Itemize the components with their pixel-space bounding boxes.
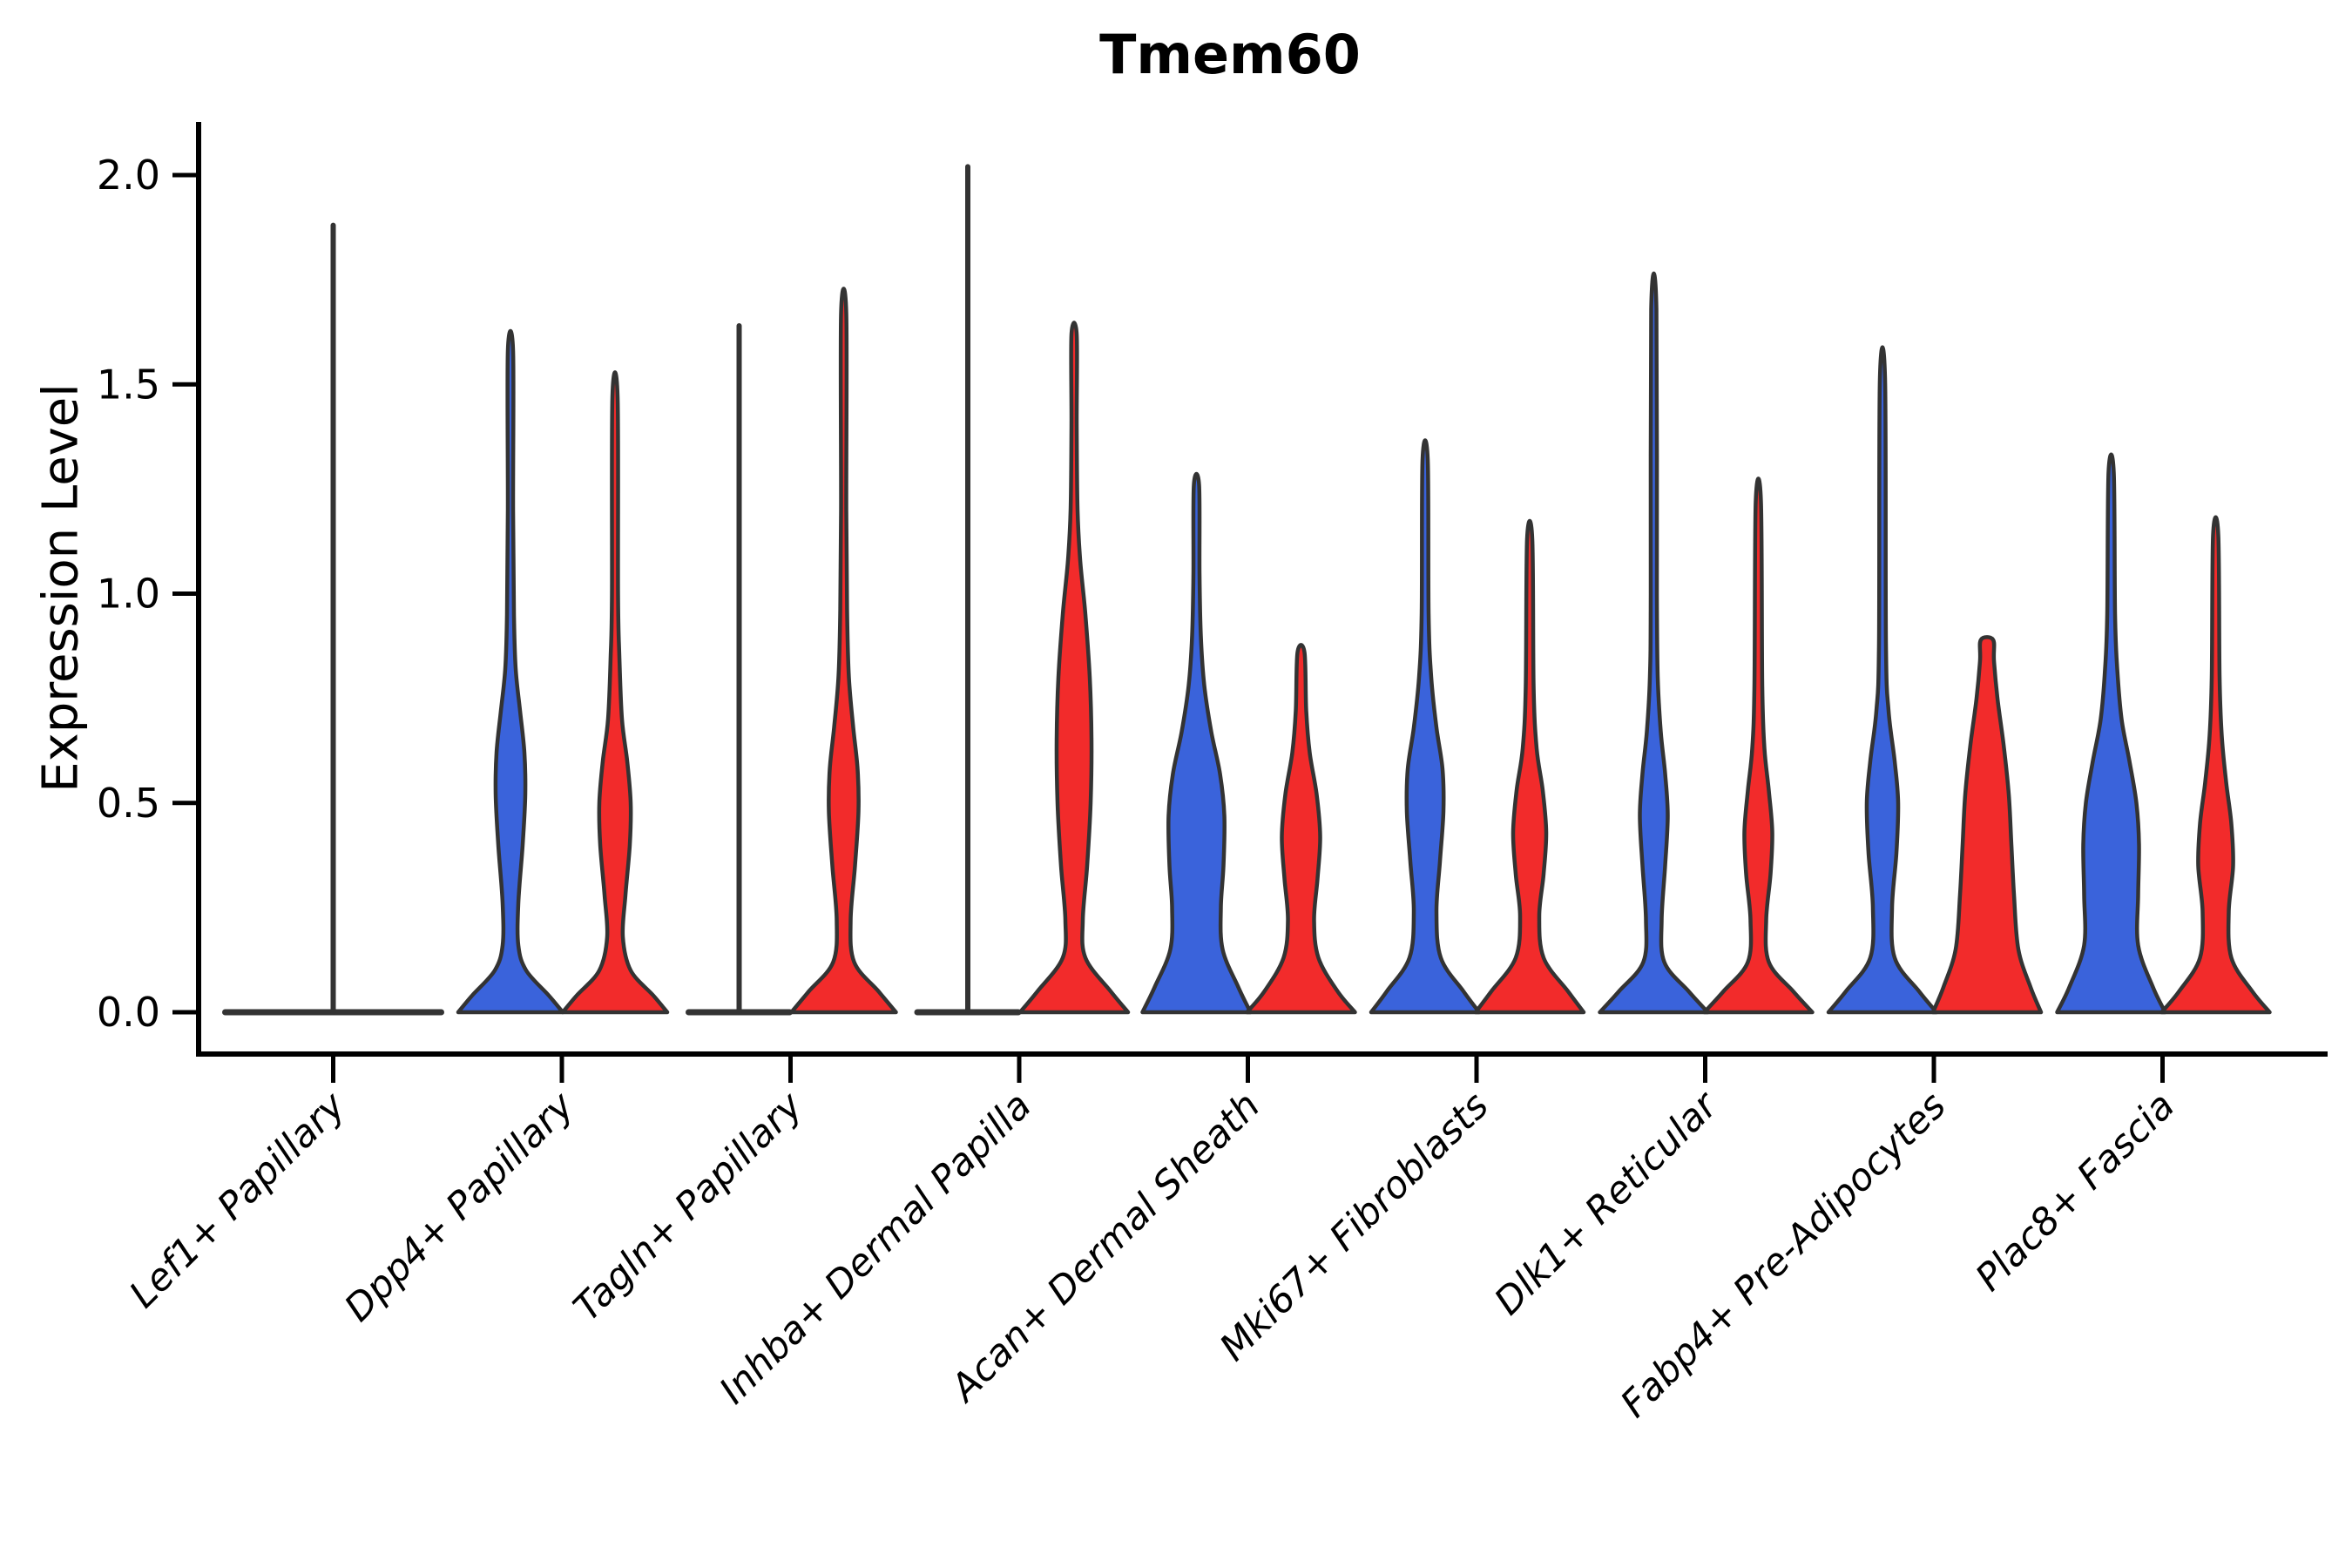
violin-group <box>1140 471 1357 1015</box>
violin-group <box>222 222 444 1016</box>
violin-red <box>1017 321 1131 1015</box>
violin-group <box>1369 438 1586 1015</box>
violin-group <box>914 164 1131 1016</box>
x-tick-label: Plac8+ Fascia <box>1968 1084 2184 1300</box>
violin-group <box>686 287 898 1016</box>
violin-group <box>456 329 670 1015</box>
violin-red <box>789 287 898 1015</box>
violin-group <box>1598 272 1815 1015</box>
y-tick-label: 2.0 <box>97 152 160 199</box>
violin-group <box>1826 345 2044 1015</box>
x-tick-label: Dpp4+ Papillary <box>336 1084 583 1330</box>
y-tick-label: 0.5 <box>97 780 160 827</box>
violin-blue <box>456 329 565 1015</box>
y-tick-label: 1.5 <box>97 361 160 408</box>
violin-blue <box>2055 452 2167 1015</box>
y-tick-label: 0.0 <box>97 989 160 1036</box>
violin-red <box>1930 635 2044 1015</box>
violin-red <box>1473 518 1586 1015</box>
chart-title: Tmem60 <box>1099 23 1361 86</box>
violin-red <box>1245 643 1357 1015</box>
violin-blue <box>1140 471 1253 1015</box>
violin-blue <box>1598 272 1710 1015</box>
violin-group <box>2055 452 2272 1015</box>
violin-red <box>2159 515 2272 1015</box>
x-tick-label: Lef1+ Papillary <box>121 1084 354 1316</box>
x-tick-label: Dlk1+ Reticular <box>1486 1083 1727 1324</box>
violin-blue <box>1826 345 1939 1015</box>
y-tick-label: 1.0 <box>97 571 160 618</box>
violin-red <box>560 370 670 1015</box>
violin-red <box>1702 476 1815 1015</box>
violin-blue <box>1369 438 1482 1015</box>
x-tick-label: Tagln+ Papillary <box>565 1084 812 1330</box>
